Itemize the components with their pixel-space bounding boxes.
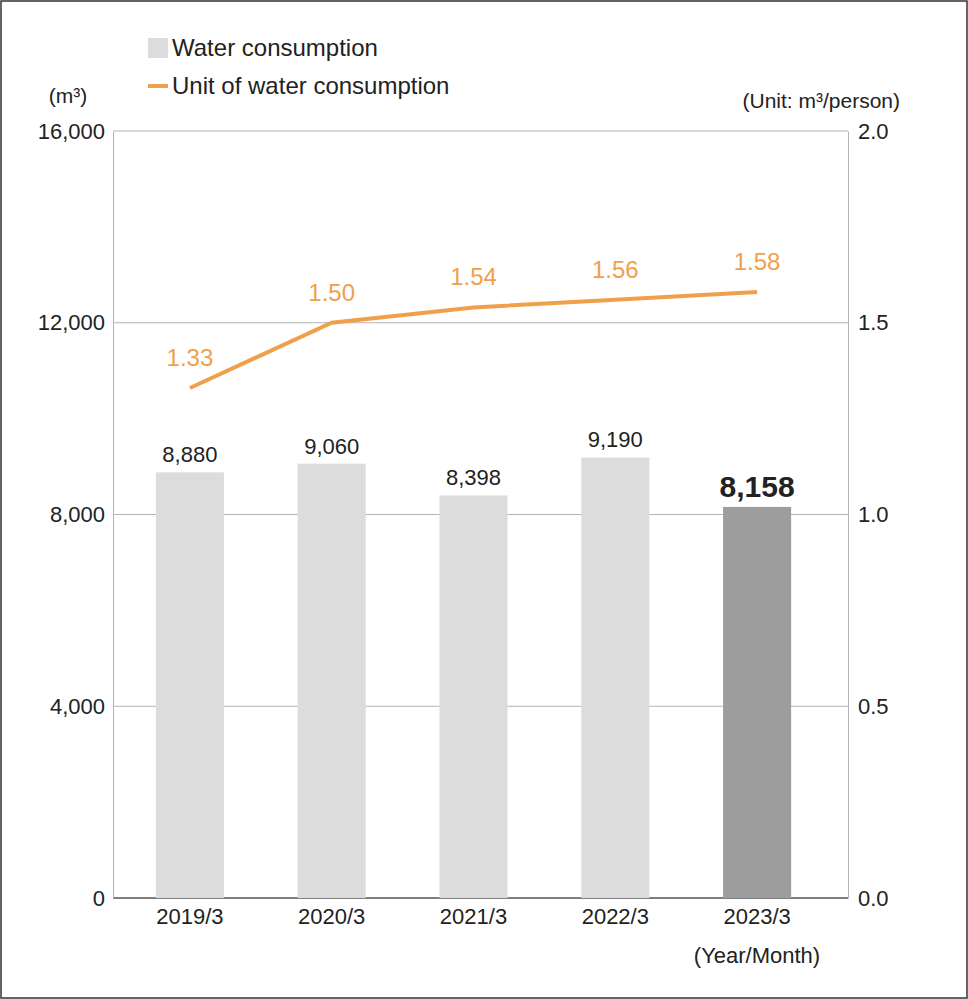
- x-axis: 2019/3 2020/3 2021/3 2022/3 2023/3: [120, 898, 829, 929]
- marks: [156, 292, 791, 898]
- bar: [581, 457, 649, 898]
- line-label: 1.58: [734, 248, 781, 275]
- y2-tick: 1.0: [848, 502, 889, 527]
- y-tick-label: 8,000: [50, 502, 105, 527]
- y-tick: 4,000: [50, 694, 113, 719]
- y2-tick-label: 1.0: [858, 502, 889, 527]
- x-tick-label: 2022/3: [582, 904, 649, 929]
- legend-label: Water consumption: [172, 34, 378, 61]
- legend-swatch: [148, 38, 168, 58]
- y2-axis: 0.0 0.5 1.0 1.5 2.0: [848, 119, 889, 911]
- y2-tick-label: 0.5: [858, 694, 889, 719]
- y-tick: 8,000: [50, 502, 113, 527]
- y2-axis-title: (Unit: m³/person): [742, 89, 900, 112]
- x-tick-label: 2019/3: [156, 904, 223, 929]
- x-tick: 2023/3: [723, 898, 790, 929]
- line-label: 1.54: [450, 263, 497, 290]
- data-labels: 8,880 9,060 8,398 9,190 8,158 1.33 1.50 1.54 1.5…: [162, 248, 794, 503]
- bar: [439, 495, 507, 898]
- y2-axis-line: [848, 132, 849, 899]
- y-tick: 16,000: [38, 119, 113, 144]
- line-label: 1.50: [308, 279, 355, 306]
- bar-label: 8,398: [446, 465, 501, 490]
- legend: Water consumption Unit of water consumpti…: [148, 34, 449, 99]
- grid: [113, 131, 848, 898]
- y2-tick-label: 1.5: [858, 310, 889, 335]
- line: [190, 292, 757, 388]
- x-tick-label: 2023/3: [723, 904, 790, 929]
- y2-tick-label: 2.0: [858, 119, 889, 144]
- x-tick: 2021/3: [440, 898, 507, 929]
- y-axis: 0 4,000 8,000 12,000 16,000: [38, 119, 114, 911]
- y2-tick-label: 0.0: [858, 886, 889, 911]
- grid-line: [113, 131, 848, 132]
- y-tick: 0: [93, 886, 113, 911]
- x-tick-label: 2021/3: [440, 904, 507, 929]
- bar-label: 9,060: [304, 434, 359, 459]
- y-tick-label: 0: [93, 886, 105, 911]
- legend-swatch: [148, 84, 168, 88]
- y-tick-label: 12,000: [38, 310, 105, 335]
- x-axis-title: (Year/Month): [694, 943, 820, 968]
- line-label: 1.33: [167, 344, 214, 371]
- x-axis-line: [120, 898, 829, 899]
- bar: [723, 507, 791, 898]
- frame: [1, 1, 967, 998]
- y-axis-line: [113, 132, 114, 899]
- x-tick: 2019/3: [156, 898, 223, 929]
- y-axis-title: (m³): [49, 84, 87, 107]
- grid-line: [113, 322, 848, 323]
- bar: [298, 464, 366, 898]
- y2-tick: 0.5: [848, 694, 889, 719]
- chart: 0 4,000 8,000 12,000 16,000 0.0 0.5 1.0 1.5 2.0 20…: [0, 0, 968, 999]
- y-tick: 12,000: [38, 310, 113, 335]
- legend-label: Unit of water consumption: [172, 72, 449, 99]
- x-tick: 2022/3: [582, 898, 649, 929]
- y2-tick: 2.0: [848, 119, 889, 144]
- y2-tick: 1.5: [848, 310, 889, 335]
- line-label: 1.56: [592, 256, 639, 283]
- bar-label: 8,880: [162, 442, 217, 467]
- bar-label: 8,158: [720, 470, 795, 503]
- bar: [156, 472, 224, 898]
- bar-label: 9,190: [588, 427, 643, 452]
- y-tick-label: 4,000: [50, 694, 105, 719]
- y-tick-label: 16,000: [38, 119, 105, 144]
- x-tick-label: 2020/3: [298, 904, 365, 929]
- y2-tick: 0.0: [848, 886, 889, 911]
- x-tick: 2020/3: [298, 898, 365, 929]
